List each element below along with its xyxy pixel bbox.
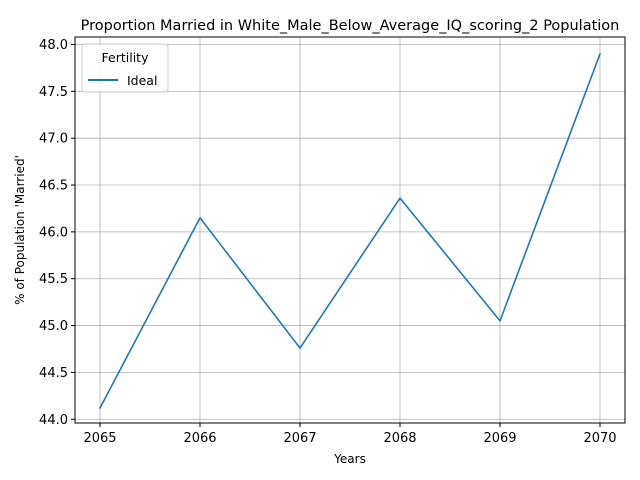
x-tick-label: 2070 [583,431,616,446]
y-tick-label: 45.5 [39,272,68,287]
y-tick-label: 46.5 [39,179,68,194]
legend-entry-ideal: Ideal [127,73,157,88]
y-tick-label: 47.5 [39,85,68,100]
series-layer [99,53,601,409]
y-tick-label: 48.0 [39,38,68,53]
x-tick-label: 2065 [83,431,116,446]
x-axis: 2065 2066 2067 2068 2069 2070 [83,423,617,446]
plot-area [75,37,625,423]
x-tick-label: 2066 [183,431,216,446]
legend: Fertility Ideal [81,43,169,93]
x-tick-label: 2069 [483,431,516,446]
x-tick-label: 2068 [383,431,416,446]
series-line-ideal [99,53,601,409]
chart-title: Proportion Married in White_Male_Below_A… [81,18,620,34]
y-tick-label: 46.0 [39,225,68,240]
y-tick-label: 44.5 [39,366,68,381]
x-tick-label: 2067 [283,431,316,446]
x-axis-label: Years [333,452,366,466]
plot-frame [74,36,626,424]
y-axis-label: % of Population 'Married' [13,155,27,305]
y-tick-label: 47.0 [39,132,68,147]
y-axis: 44.0 44.5 45.0 45.5 46.0 46.5 47.0 47.5 48.0 [39,38,75,428]
y-tick-label: 44.0 [39,413,68,428]
y-tick-label: 45.0 [39,319,68,334]
legend-title: Fertility [102,50,150,65]
